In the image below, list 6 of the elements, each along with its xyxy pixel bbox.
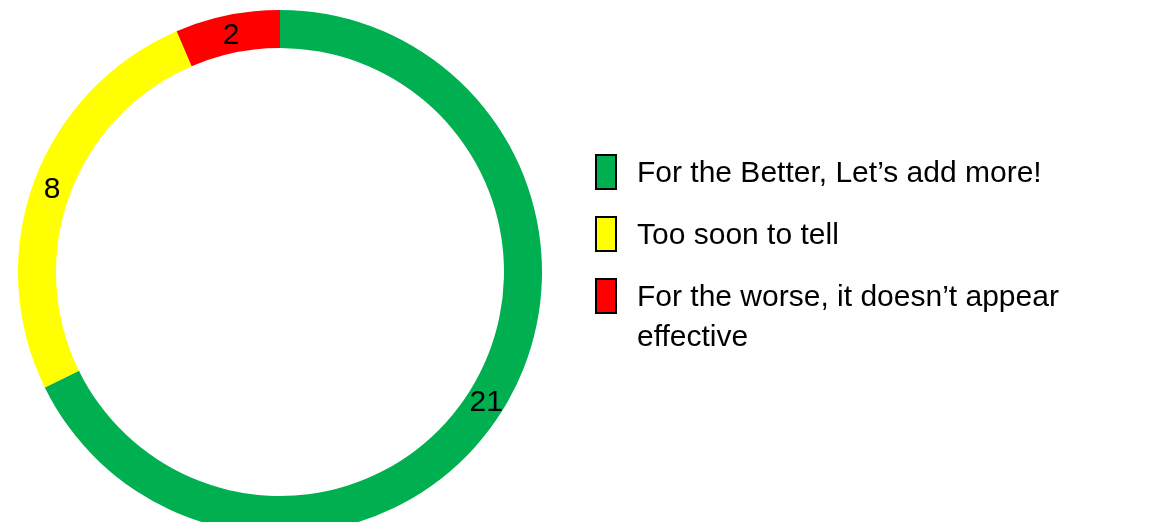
legend-label: Too soon to tell xyxy=(637,216,839,252)
legend-label: For the Better, Let’s add more! xyxy=(637,154,1042,190)
data-label: 21 xyxy=(469,384,503,418)
data-label: 2 xyxy=(222,17,240,51)
legend-label: For the worse, it doesn’t appear effective xyxy=(637,278,1060,354)
data-label: 8 xyxy=(43,171,61,205)
